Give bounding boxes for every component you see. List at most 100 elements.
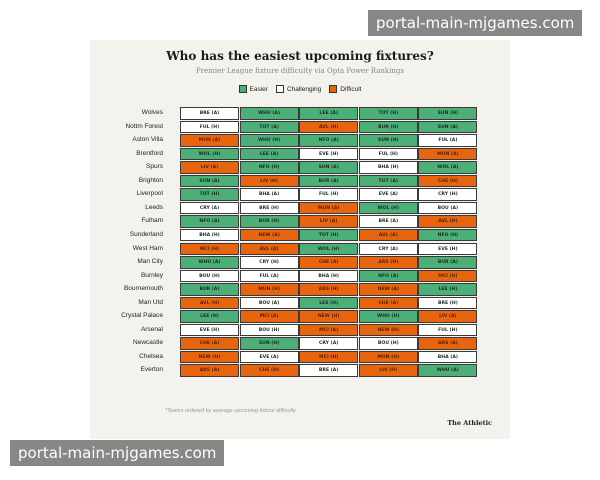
fixture-cell: BUR (A) — [299, 174, 359, 188]
fixture-cell: CRY (A) — [180, 201, 239, 215]
fixture-cell: WOL (A) — [418, 161, 478, 174]
fixture-cell: MUN (H) — [358, 350, 418, 364]
fixture-cell: CHE (H) — [418, 174, 478, 188]
team-label: Man Utd — [138, 298, 163, 306]
fixture-cell: TOT (H) — [358, 107, 418, 120]
fixture-cell: FUL (H) — [299, 188, 359, 201]
fixture-cell: BHA (H) — [358, 161, 418, 174]
team-label: Crystal Palace — [121, 312, 163, 320]
fixture-cell: FUL (H) — [358, 147, 418, 161]
team-label: Spurs — [146, 163, 163, 171]
team-label: Brentford — [136, 149, 163, 157]
fixture-cell: LIV (A) — [299, 215, 359, 228]
fixture-cell: WHU (H) — [358, 310, 418, 323]
team-label: Brighton — [138, 176, 163, 184]
fixture-cell: BRE (A) — [180, 107, 239, 120]
fixture-cell: CRY (A) — [358, 242, 418, 255]
fixture-cell: NEW (H) — [299, 310, 359, 323]
fixture-cell: NFO (H) — [239, 161, 299, 174]
fixture-cell: SUN (H) — [418, 107, 478, 120]
fixture-cell: SUN (H) — [239, 337, 299, 350]
fixture-cell: CRY (H) — [239, 256, 299, 269]
fixture-cell: BUR (A) — [418, 256, 478, 269]
team-label: Burnley — [140, 271, 163, 279]
fixture-cell: MCI (A) — [239, 310, 299, 323]
fixture-cell: MUN (H) — [239, 283, 299, 296]
fixture-cell: EVE (H) — [418, 242, 478, 255]
fixture-cell: LEE (H) — [299, 296, 359, 310]
fixture-cell: BHA (A) — [418, 350, 478, 364]
legend-item-difficult: Difficult — [329, 85, 361, 93]
fixture-cell: LEE (H) — [180, 310, 239, 323]
fixture-cell: WHU (A) — [418, 364, 478, 377]
fixture-cell: BHA (H) — [299, 269, 359, 283]
fixture-cell: NEW (H) — [180, 350, 239, 364]
fixture-cell: SUN (A) — [180, 174, 239, 188]
fixture-cell: FUL (H) — [418, 323, 478, 337]
fixture-cell: NEW (H) — [358, 323, 418, 337]
team-label: Arsenal — [140, 325, 163, 333]
fixture-cell: BUR (H) — [239, 215, 299, 228]
fixture-cell: BRE (H) — [418, 296, 478, 310]
team-label: Everton — [140, 366, 163, 374]
fixture-cell: AVL (H) — [418, 215, 478, 228]
team-label: Fulham — [141, 217, 163, 225]
fixture-cell: FUL (A) — [418, 134, 478, 147]
fixture-cell: BRE (A) — [299, 364, 359, 377]
fixture-cell: CHE (A) — [299, 256, 359, 269]
fixture-cell: AVL (H) — [299, 120, 359, 134]
fixture-cell: MUN (A) — [180, 134, 239, 147]
legend-item-challenging: Challenging — [275, 85, 322, 93]
team-label: Man City — [137, 258, 163, 266]
legend-label-challenging: Challenging — [286, 85, 322, 93]
fixture-cell: BRE (A) — [358, 215, 418, 228]
fixture-cell: MCI (H) — [299, 350, 359, 364]
team-label: Newcastle — [133, 339, 163, 347]
fixture-cell: AVL (A) — [358, 228, 418, 242]
legend-item-easier: Easier — [238, 85, 268, 93]
fixture-cell: EVE (H) — [299, 147, 359, 161]
source-logo: The Athletic — [447, 419, 492, 427]
legend-swatch-easier — [238, 85, 247, 93]
fixture-cell: LIV (A) — [180, 161, 239, 174]
team-label: Sunderland — [129, 230, 163, 238]
fixture-cell: AVL (A) — [239, 242, 299, 255]
fixture-cell: MUN (A) — [299, 201, 359, 215]
fixture-cell: BUR (H) — [358, 120, 418, 134]
fixture-cell: BRE (H) — [239, 201, 299, 215]
fixture-cell: MCI (A) — [299, 323, 359, 337]
fixture-cell: FUL (H) — [180, 120, 239, 134]
chart-title: Who has the easiest upcoming fixtures? — [166, 49, 434, 63]
team-label: Leeds — [145, 203, 163, 211]
legend-label-difficult: Difficult — [340, 85, 362, 93]
legend: Easier Challenging Difficult — [90, 85, 510, 93]
fixture-cell: SUN (A) — [299, 161, 359, 174]
fixture-cell: ARS (A) — [418, 337, 478, 350]
fixture-cell: WHU (H) — [239, 134, 299, 147]
fixture-cell: MCI (H) — [180, 242, 239, 255]
fixture-cell: WOL (H) — [180, 147, 239, 161]
fixture-cell: BUR (A) — [180, 283, 239, 296]
legend-swatch-challenging — [275, 85, 284, 93]
fixture-cell: BOU (H) — [239, 323, 299, 337]
fixture-cell: BHA (H) — [180, 228, 239, 242]
team-label: Bournemouth — [123, 285, 163, 293]
fixture-cell: WOL (H) — [299, 242, 359, 255]
legend-label-easier: Easier — [249, 85, 268, 93]
fixture-cell: NFO (H) — [418, 228, 478, 242]
fixture-cell: SUN (H) — [358, 134, 418, 147]
fixture-cell: TOT (H) — [299, 228, 359, 242]
fixture-cell: WHU (A) — [180, 256, 239, 269]
fixture-cell: WOL (H) — [358, 201, 418, 215]
fixture-cell: EVE (A) — [239, 350, 299, 364]
fixture-cell: AVL (H) — [180, 296, 239, 310]
team-label: Chelsea — [139, 352, 163, 360]
fixture-cell: CHE (A) — [180, 337, 239, 350]
fixture-cell: FUL (A) — [239, 269, 299, 283]
team-label: West Ham — [132, 244, 163, 252]
fixture-cell: EVE (A) — [358, 188, 418, 201]
fixture-cell: CRY (A) — [299, 337, 359, 350]
fixture-cell: ARS (H) — [299, 283, 359, 296]
fixture-cell: TOT (A) — [239, 120, 299, 134]
team-label: Nottm Forest — [125, 122, 163, 130]
